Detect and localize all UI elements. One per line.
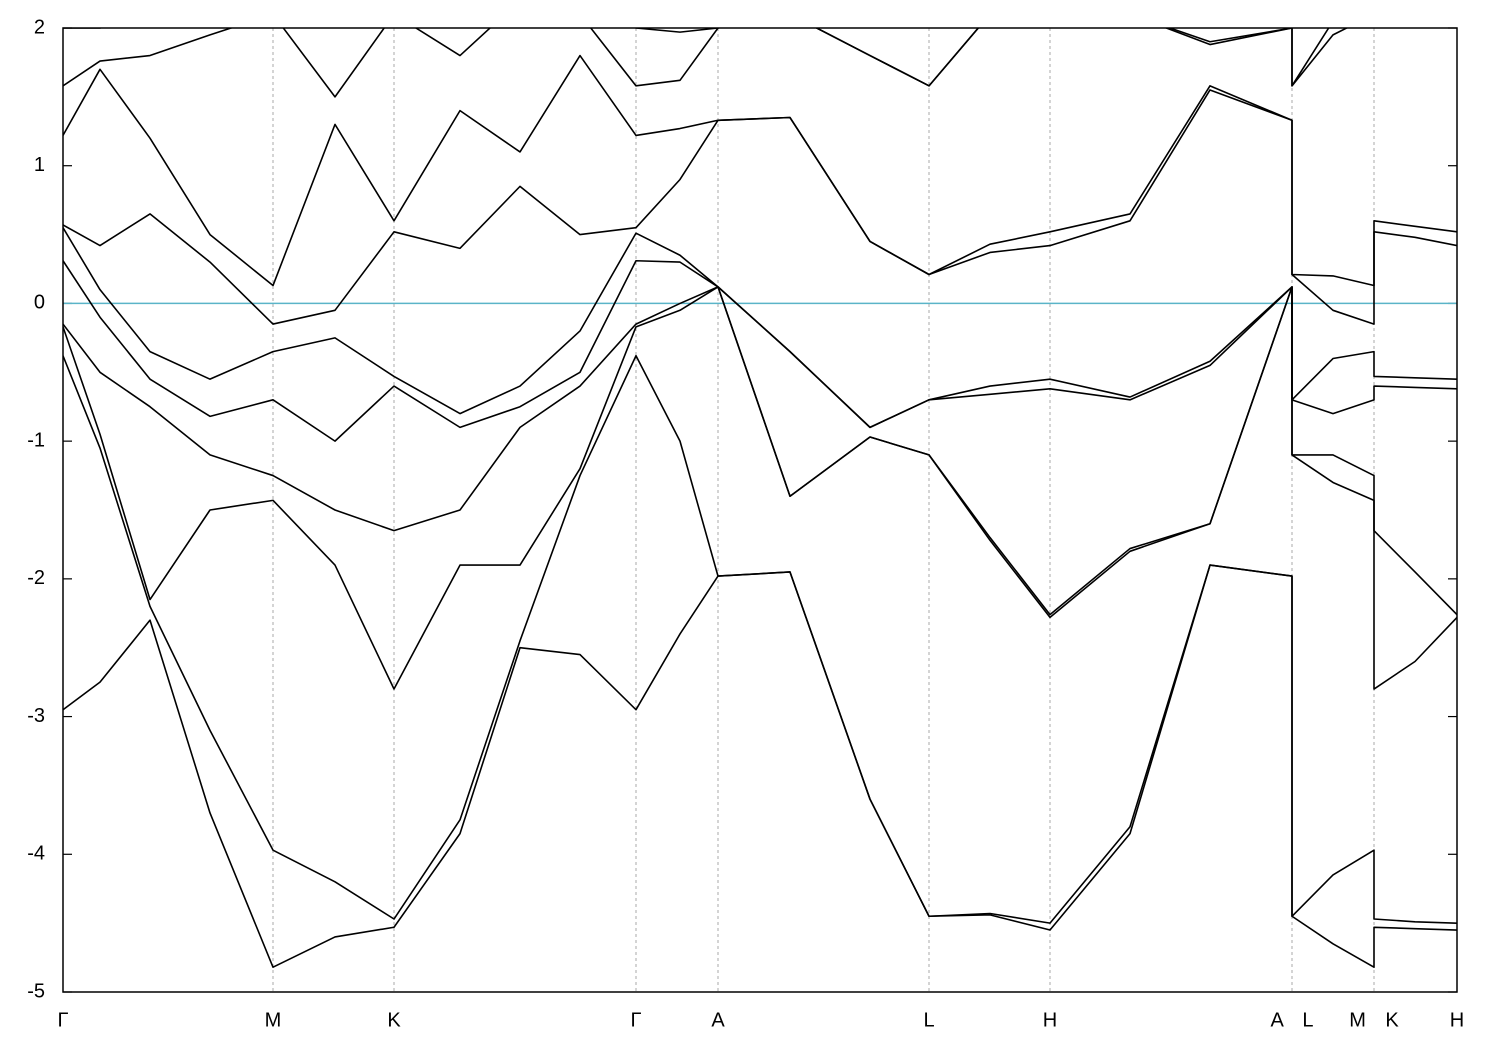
band-line xyxy=(63,286,1457,690)
band-line xyxy=(63,89,1457,325)
x-tick-label: Γ xyxy=(630,1009,641,1031)
band-line xyxy=(63,564,1457,969)
y-tick-label: -4 xyxy=(27,843,45,865)
y-tick-label: -2 xyxy=(27,567,45,589)
y-tick-label: -3 xyxy=(27,705,45,727)
band-line xyxy=(63,227,1457,429)
bands xyxy=(63,28,1457,969)
x-tick-label: Γ xyxy=(57,1009,68,1031)
y-tick-label: -5 xyxy=(27,980,45,1002)
y-tick-label: 2 xyxy=(34,16,45,38)
band-line xyxy=(63,28,1349,98)
y-tick-label: -1 xyxy=(27,429,45,451)
x-tick-label: H xyxy=(1043,1009,1057,1031)
band-line xyxy=(63,354,1457,924)
band-line xyxy=(63,286,1457,616)
x-tick-label: H xyxy=(1450,1009,1464,1031)
x-tick-label: M xyxy=(265,1009,282,1031)
tick-labels: -5 -4 -3 -2 -1 0 1 2 Γ M K Γ A L H A L M K H xyxy=(27,16,1464,1031)
x-tick-label: A xyxy=(711,1009,725,1031)
x-tick-label: A L xyxy=(1271,1009,1314,1031)
x-tick-label: M K xyxy=(1349,1009,1399,1031)
x-tick-label: K xyxy=(387,1009,401,1031)
y-tick-label: 0 xyxy=(34,292,45,314)
band-line xyxy=(63,28,1330,87)
plot-frame xyxy=(62,27,1458,993)
y-tick-label: 1 xyxy=(34,154,45,176)
x-tick-label: L xyxy=(923,1009,934,1031)
band-line xyxy=(63,54,1457,287)
